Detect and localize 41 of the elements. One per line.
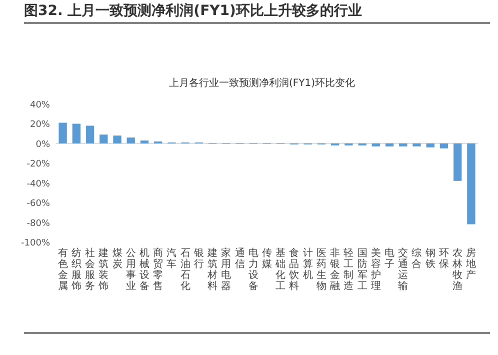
x-tick-label: 家用电器	[221, 247, 232, 292]
x-tick-label: 钢铁	[424, 248, 436, 270]
x-tick-label: 医药生物	[316, 248, 326, 292]
x-tick-label: 建筑材料	[206, 247, 218, 292]
x-tick-label: 纺织服饰	[70, 247, 82, 292]
x-tick-label: 非银金融	[329, 247, 340, 292]
x-tick-label: 汽车	[166, 247, 177, 270]
x-tick-label: 煤炭	[112, 247, 122, 270]
x-tick-label: 建筑装饰	[98, 247, 109, 292]
x-tick-label: 社会服务	[85, 247, 96, 292]
x-tick-label: 公用事业	[126, 247, 136, 292]
x-tick-label: 农林牧渔	[452, 248, 463, 292]
y-tick-label: 40%	[30, 100, 50, 110]
x-tick-label: 银行	[192, 248, 204, 270]
x-tick-label: 综合	[412, 247, 422, 270]
x-tick-label: 食品饮料	[288, 247, 300, 292]
y-tick-label: 0%	[36, 140, 50, 150]
x-tick-label: 基础化工	[274, 247, 286, 292]
chart-title: 图32. 上月一致预测净利润(FY1)环比上升较多的行业	[24, 2, 362, 19]
x-tick-label: 商贸零售	[153, 247, 164, 292]
x-tick-label: 有色金属	[58, 247, 68, 292]
x-tick-label: 交通运输	[398, 247, 408, 292]
x-tick-label: 环保	[438, 248, 449, 270]
x-tick-label: 房地产	[465, 247, 476, 281]
x-tick-label: 机械设备	[139, 247, 150, 292]
x-tick-label: 国防军工	[357, 248, 368, 292]
x-tick-label: 通信	[234, 247, 245, 270]
x-tick-label: 美容护理	[370, 247, 381, 292]
chart-subtitle: 上月各行业一致预测净利润(FY1)环比变化	[168, 77, 356, 89]
y-tick-label: -20%	[26, 160, 50, 170]
x-tick-label: 传媒	[262, 248, 272, 270]
x-tick-label: 电子	[384, 247, 395, 270]
y-tick-label: -60%	[26, 199, 50, 210]
y-tick-label: 20%	[30, 120, 50, 130]
y-tick-label: -80%	[26, 218, 50, 229]
x-tick-label: 轻工制造	[344, 247, 354, 292]
x-tick-label: 石油石化	[180, 248, 190, 292]
x-tick-label: 计算机	[302, 247, 313, 281]
x-tick-label: 电力设备	[248, 247, 258, 292]
y-tick-label: -100%	[21, 238, 50, 248]
y-tick-label: -40%	[26, 179, 50, 190]
